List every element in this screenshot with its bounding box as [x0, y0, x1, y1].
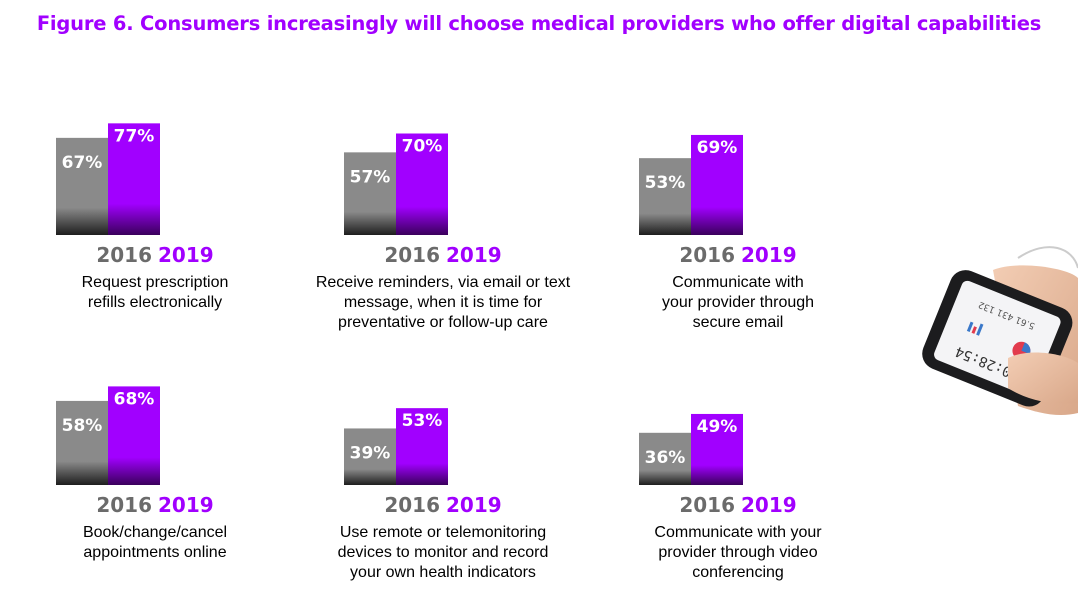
bar-chart: 53% 69%: [639, 134, 743, 235]
description-line: preventative or follow-up care: [338, 314, 548, 331]
bar-chart: 36% 49%: [639, 413, 743, 485]
earphone-cable: [1017, 246, 1078, 269]
year-labels: 2016 2019: [588, 493, 888, 517]
hand-thumb: [1008, 352, 1078, 404]
year-labels: 2016 2019: [293, 493, 593, 517]
chart-panel-prescription-refills: 67% 77% 2016 2019 Request prescription refill…: [5, 60, 305, 350]
year-label-2019: 2019: [446, 243, 502, 267]
year-labels: 2016 2019: [293, 243, 593, 267]
chart-panel-reminders: 57% 70% 2016 2019 Receive reminders, via ema…: [293, 60, 593, 350]
chart-panel-secure-email: 53% 69% 2016 2019 Communicate with your provi…: [588, 60, 888, 350]
bar-2019: [396, 133, 448, 235]
description-line: Communicate with your: [654, 524, 822, 541]
bar-value-label-2019: 68%: [114, 389, 155, 409]
bar-2016: [56, 400, 108, 485]
description-line: your own health indicators: [350, 564, 536, 581]
year-labels: 2016 2019: [588, 243, 888, 267]
description-line: appointments online: [83, 544, 227, 561]
phone-bar-icon: [966, 321, 974, 332]
year-label-2019: 2019: [158, 243, 214, 267]
year-label-2019: 2019: [158, 493, 214, 517]
description-line: Use remote or telemonitoring: [339, 524, 547, 541]
bar-2016: [639, 432, 691, 485]
bar-value-label-2019: 77%: [114, 126, 155, 146]
year-label-2019: 2019: [741, 493, 797, 517]
year-labels: 2016 2019: [5, 493, 305, 517]
bar-2016: [344, 152, 396, 235]
bar-value-label-2016: 67%: [62, 153, 103, 173]
bar-chart: 39% 53%: [344, 408, 448, 485]
bar-2019: [396, 408, 448, 485]
bar-value-label-2016: 36%: [645, 448, 686, 468]
capability-description: Request prescription refills electronical…: [5, 273, 305, 313]
year-label-2019: 2019: [446, 493, 502, 517]
year-label-2016: 2016: [384, 243, 440, 267]
year-label-2016: 2016: [679, 493, 735, 517]
description-line: refills electronically: [87, 294, 223, 311]
bar-2019: [108, 386, 160, 485]
description-line: Request prescription: [81, 274, 229, 291]
capability-description: Communicate with your provider through vi…: [588, 523, 888, 583]
description-line: devices to monitor and record: [337, 544, 549, 561]
capability-description: Book/change/cancel appointments online: [5, 523, 305, 563]
bar-2019: [691, 413, 743, 485]
bar-chart: 57% 70%: [344, 133, 448, 235]
year-label-2019: 2019: [741, 243, 797, 267]
description-line: your provider through: [661, 294, 815, 311]
capability-description: Receive reminders, via email or text mess…: [293, 273, 593, 333]
figure-title: Figure 6. Consumers increasingly will ch…: [36, 12, 1042, 35]
chart-panel-appointments: 58% 68% 2016 2019 Book/change/cancel appointm…: [5, 310, 305, 600]
chart-panel-telemonitoring: 39% 53% 2016 2019 Use remote or telemonitori…: [293, 310, 593, 600]
description-line: message, when it is time for: [343, 294, 543, 311]
year-labels: 2016 2019: [5, 243, 305, 267]
description-line: Book/change/cancel: [82, 524, 228, 541]
description-line: Communicate with: [672, 274, 804, 291]
bar-value-label-2019: 49%: [697, 417, 738, 437]
bar-value-label-2016: 57%: [350, 167, 391, 187]
description-line: provider through video: [658, 544, 818, 561]
bar-value-label-2019: 53%: [402, 411, 443, 431]
bar-2016: [344, 428, 396, 485]
year-label-2016: 2016: [384, 493, 440, 517]
year-label-2016: 2016: [679, 243, 735, 267]
year-label-2016: 2016: [96, 493, 152, 517]
chart-panel-video-conferencing: 36% 49% 2016 2019 Communicate with your provi…: [588, 310, 888, 600]
bar-value-label-2016: 53%: [645, 173, 686, 193]
bar-2019: [108, 123, 160, 235]
description-line: Receive reminders, via email or text: [315, 274, 571, 291]
bar-2016: [56, 137, 108, 235]
bar-2016: [639, 158, 691, 235]
bar-chart: 67% 77%: [56, 123, 160, 235]
bar-value-label-2019: 69%: [697, 138, 738, 158]
description-line: secure email: [692, 314, 784, 331]
bar-value-label-2016: 39%: [350, 443, 391, 463]
bar-value-label-2019: 70%: [402, 137, 443, 157]
description-line: conferencing: [692, 564, 784, 581]
phone-bar-icon: [971, 326, 977, 334]
phone-bar-icon: [976, 323, 984, 336]
year-label-2016: 2016: [96, 243, 152, 267]
bar-2019: [691, 134, 743, 235]
capability-description: Communicate with your provider through sec…: [588, 273, 888, 333]
bar-chart: 58% 68%: [56, 386, 160, 485]
bar-value-label-2016: 58%: [62, 416, 103, 436]
capability-description: Use remote or telemonitoring devices to m…: [293, 523, 593, 583]
phone-pie-slice: [1021, 342, 1031, 355]
smartphone-in-hand-image: 00:28:54 5.61 431 132: [898, 238, 1078, 443]
